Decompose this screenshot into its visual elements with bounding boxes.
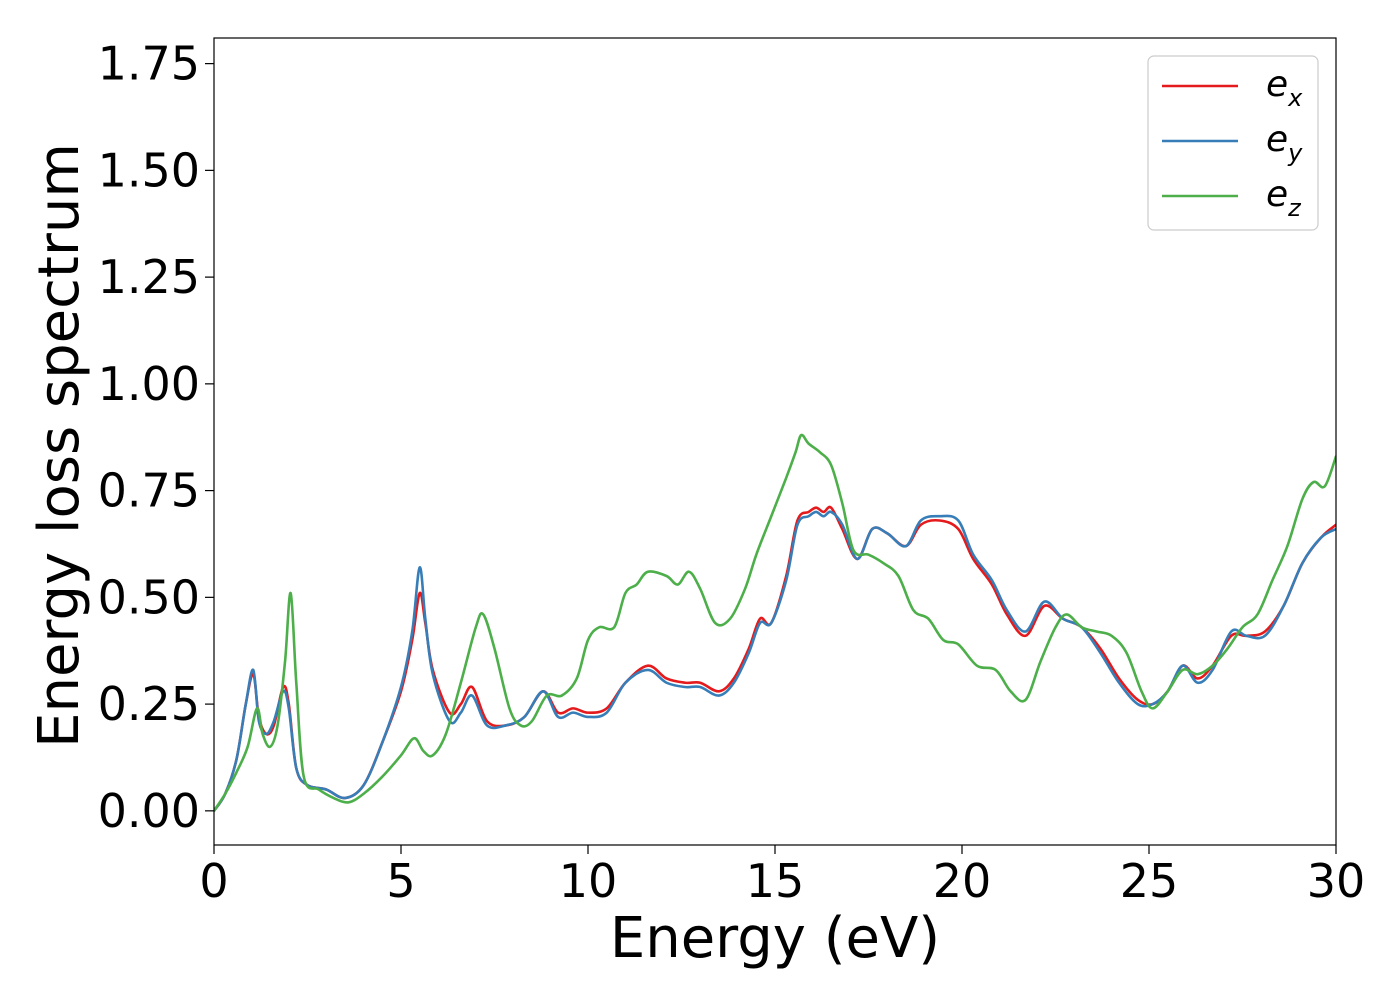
y-tick-label: 0.00 xyxy=(98,784,200,838)
y-tick-label: 1.50 xyxy=(98,143,200,197)
legend-label: ez xyxy=(1266,174,1302,222)
x-tick-label: 15 xyxy=(746,854,805,908)
y-axis: 0.00 0.25 0.50 0.75 1.00 1.25 1.50 1.75 xyxy=(98,37,214,838)
series-line-e-y xyxy=(214,510,1336,813)
legend-label-subscript: z xyxy=(1287,194,1302,222)
series-layer xyxy=(214,433,1336,813)
x-tick-label: 5 xyxy=(386,854,415,908)
y-axis-title: Energy loss spectrum xyxy=(27,143,92,748)
legend-label-base: e xyxy=(1266,64,1288,105)
y-tick-label: 0.25 xyxy=(98,677,200,731)
x-tick-label: 20 xyxy=(933,854,992,908)
legend-label: ey xyxy=(1266,119,1303,167)
y-tick-label: 1.25 xyxy=(98,250,200,304)
legend-label-subscript: y xyxy=(1287,139,1303,167)
x-axis: 0 5 10 15 20 25 30 xyxy=(199,845,1365,908)
series-line-e-z xyxy=(214,433,1336,813)
x-axis-title: Energy (eV) xyxy=(610,906,940,971)
legend-label-base: e xyxy=(1266,174,1288,215)
y-tick-label: 1.00 xyxy=(98,357,200,411)
y-tick-label: 0.75 xyxy=(98,464,200,518)
legend-label: ex xyxy=(1266,64,1303,112)
legend-label-subscript: x xyxy=(1287,84,1303,112)
y-tick-label: 0.50 xyxy=(98,570,200,624)
x-tick-label: 10 xyxy=(559,854,618,908)
y-tick-label: 1.75 xyxy=(98,37,200,91)
x-tick-label: 25 xyxy=(1120,854,1179,908)
legend-label-base: e xyxy=(1266,119,1288,160)
legend-box xyxy=(1147,55,1319,231)
x-tick-label: 30 xyxy=(1307,854,1366,908)
x-tick-label: 0 xyxy=(199,854,228,908)
